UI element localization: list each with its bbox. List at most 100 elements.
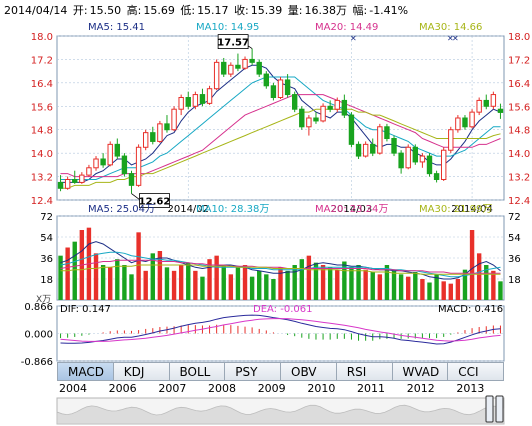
candle-body bbox=[398, 152, 404, 169]
high-marker-box bbox=[217, 34, 249, 49]
candle-body bbox=[199, 94, 206, 104]
candle-body bbox=[263, 73, 270, 87]
volume-bar bbox=[413, 272, 418, 300]
tab-wvad[interactable]: WVAD bbox=[392, 362, 449, 381]
price-tick-right: 14.8 bbox=[508, 126, 530, 137]
candle-body bbox=[497, 108, 504, 113]
price-tick-left: 14.0 bbox=[31, 149, 53, 160]
tab-rsi[interactable]: RSI bbox=[336, 362, 393, 381]
price-legend-ma20: MA20: 14.49 bbox=[315, 22, 378, 33]
macd-unit-label: X万 bbox=[36, 295, 51, 305]
volume-bar bbox=[320, 265, 326, 300]
volume-bar bbox=[221, 265, 226, 300]
candle-body bbox=[299, 108, 305, 128]
volume-bar bbox=[377, 274, 383, 300]
price-tick-right: 14.0 bbox=[508, 149, 530, 160]
timeline-years: 2004 2006 2007 2008 2009 2010 2011 2012 … bbox=[57, 382, 504, 398]
volume-bar bbox=[200, 276, 205, 300]
high-label: 高: bbox=[126, 4, 142, 17]
low-label: 低: bbox=[180, 4, 196, 17]
candle-body bbox=[277, 79, 284, 99]
volume-tick-left: 54 bbox=[40, 233, 53, 244]
candle-body bbox=[327, 105, 333, 110]
volume-tick-left: 18 bbox=[40, 275, 53, 286]
candle-body bbox=[135, 146, 142, 186]
volume-legend-ma20: MA20: 23.24万 bbox=[315, 204, 388, 215]
volume-bar bbox=[157, 251, 163, 300]
year-label: 2013 bbox=[456, 382, 485, 395]
candle-body bbox=[483, 99, 489, 107]
candle-body bbox=[306, 117, 312, 128]
price-tick-right: 12.4 bbox=[508, 196, 530, 207]
event-marker-icon: ✕ bbox=[452, 34, 459, 43]
timeline-navigator[interactable] bbox=[56, 395, 505, 425]
candle-body bbox=[64, 179, 71, 189]
volume-bar bbox=[434, 274, 439, 300]
volume-bar bbox=[100, 265, 106, 300]
price-tick-left: 18.0 bbox=[31, 32, 53, 43]
candle-body bbox=[426, 155, 433, 175]
high-marker-label: 17.57 bbox=[217, 38, 249, 49]
candle-body bbox=[433, 173, 440, 180]
candle-body bbox=[440, 149, 447, 180]
tab-obv[interactable]: OBV bbox=[281, 362, 337, 381]
tab-psy[interactable]: PSY bbox=[225, 362, 281, 381]
tab-boll[interactable]: BOLL bbox=[169, 362, 226, 381]
open-label: 开: bbox=[72, 4, 88, 17]
macd-legend-macd: MACD: 0.416 bbox=[438, 304, 503, 315]
price-tick-right: 17.2 bbox=[508, 55, 530, 66]
macd-panel: 0.866 0.000 -0.866 X万 DIF: 0.147 DEA: -0.061 M… bbox=[21, 295, 505, 368]
candle-body bbox=[206, 88, 213, 104]
volume-bar bbox=[129, 274, 134, 300]
candle-body bbox=[270, 85, 277, 98]
price-tick-left: 16.4 bbox=[31, 79, 53, 90]
candle-body bbox=[157, 123, 163, 142]
candle-body bbox=[448, 129, 454, 151]
volume-bar bbox=[186, 262, 191, 300]
volume-bar bbox=[178, 265, 184, 300]
volume-bar bbox=[455, 279, 461, 300]
volume-tick-right: 72 bbox=[508, 212, 521, 223]
candle-body bbox=[341, 99, 348, 116]
price-tick-left: 15.6 bbox=[31, 102, 53, 113]
volume-legend-ma10: MA10: 28.38万 bbox=[196, 204, 269, 215]
tab-cci[interactable]: CCI bbox=[448, 362, 504, 381]
volume-bar bbox=[363, 269, 368, 300]
tab-kdj[interactable]: KDJ bbox=[113, 362, 170, 381]
price-tick-right: 18.0 bbox=[508, 32, 530, 43]
volume-bar bbox=[398, 274, 404, 300]
macd-legend-dea: DEA: -0.061 bbox=[253, 304, 312, 315]
volume-bar bbox=[193, 270, 198, 300]
candle-body bbox=[419, 155, 426, 163]
candle-body bbox=[469, 111, 475, 128]
macd-dea-line bbox=[60, 318, 501, 342]
volume-bar bbox=[207, 259, 212, 300]
candle-body bbox=[391, 138, 397, 154]
price-panel: 18.0 18.0 17.2 17.2 16.4 16.4 15.6 15.6 14.8 14.8… bbox=[31, 22, 531, 215]
volume-tick-left: 36 bbox=[40, 254, 53, 265]
tab-macd[interactable]: MACD bbox=[57, 362, 114, 381]
volume-bar bbox=[306, 255, 312, 300]
candle-body bbox=[355, 143, 362, 157]
volume-bar bbox=[406, 276, 411, 300]
volume-bar bbox=[65, 247, 70, 300]
x-tick-label: 2014/03 bbox=[331, 204, 373, 215]
volume-bar bbox=[356, 265, 361, 300]
volume-bar bbox=[93, 253, 99, 300]
volume-bar bbox=[469, 230, 475, 300]
volume-bar bbox=[58, 255, 63, 300]
candle-body bbox=[79, 174, 85, 183]
volume-bar bbox=[384, 265, 390, 300]
quote-date: 2014/04/14 bbox=[4, 4, 68, 17]
volume-bar bbox=[108, 267, 113, 300]
volume-bar bbox=[278, 267, 283, 300]
candle-body bbox=[121, 155, 128, 175]
volume-panel: 72 72 54 54 36 36 18 18 MA5: 25.04万 MA10: 28.38万 M… bbox=[40, 204, 521, 301]
candle-body bbox=[362, 143, 369, 157]
volume-bar bbox=[313, 262, 319, 300]
candle-body bbox=[178, 97, 184, 110]
volume-bar bbox=[448, 283, 453, 300]
candle-body bbox=[455, 117, 461, 131]
volume-legend-ma30: MA30: 21.99万 bbox=[419, 204, 492, 215]
